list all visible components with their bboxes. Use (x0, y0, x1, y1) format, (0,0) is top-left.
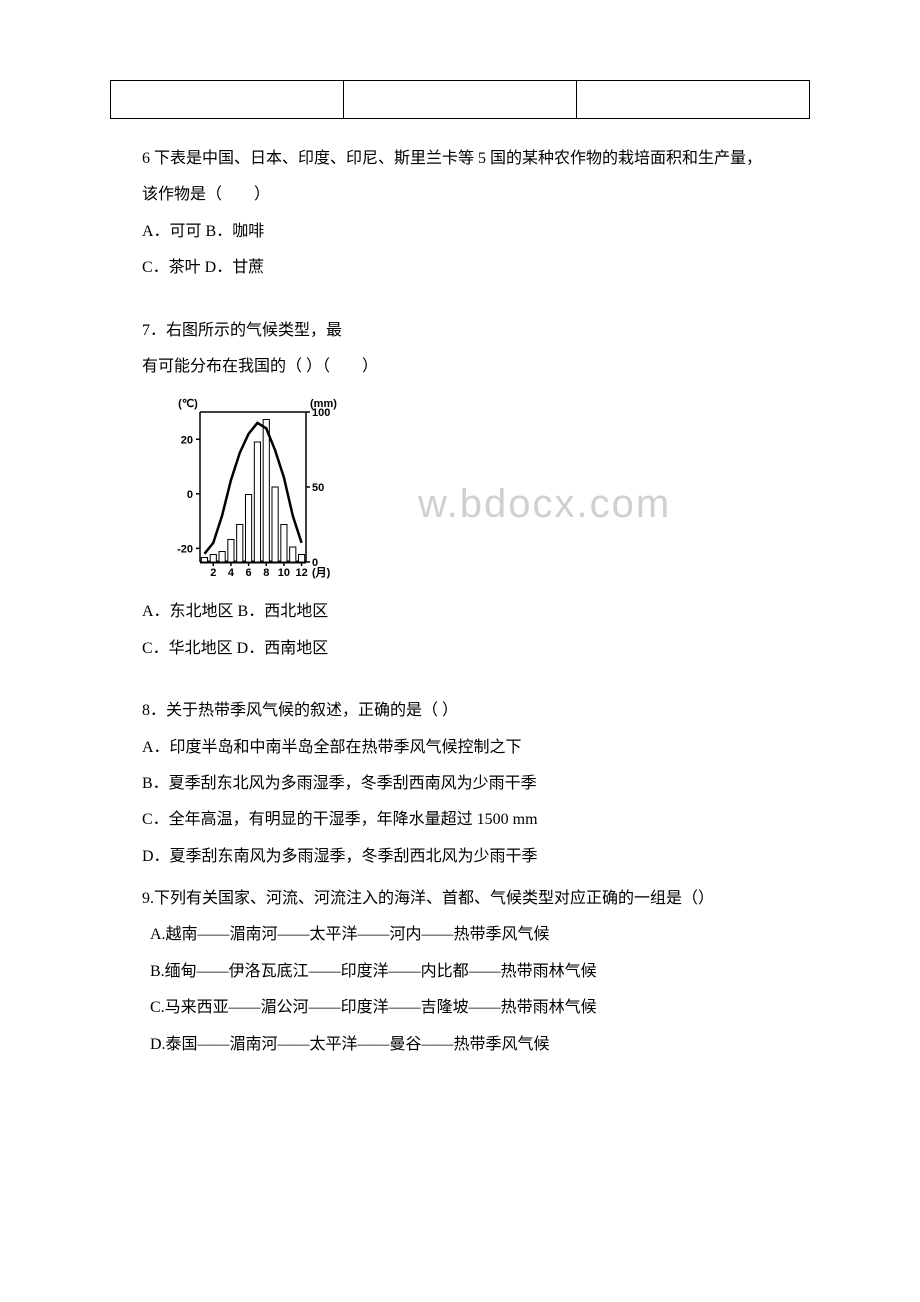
question-8: 8．关于热带季风气候的叙述，正确的是（ ） A．印度半岛和中南半岛全部在热带季风… (110, 696, 810, 872)
q9-a: A.越南——湄南河——太平洋——河内——热带季风气候 (110, 920, 810, 950)
svg-text:0: 0 (187, 489, 193, 501)
q8-b: B．夏季刮东北风为多雨湿季，冬季刮西南风为少雨干季 (110, 769, 810, 799)
svg-text:(mm): (mm) (310, 398, 337, 410)
question-9: 9.下列有关国家、河流、河流注入的海洋、首都、气候类型对应正确的一组是（） A.… (110, 884, 810, 1060)
q8-a: A．印度半岛和中南半岛全部在热带季风气候控制之下 (110, 733, 810, 763)
data-table (110, 80, 810, 119)
climate-chart: -20020050100(℃)(mm))24681012(月) w.bdocx.… (158, 392, 810, 587)
q7-option-ab: A．东北地区 B．西北地区 (110, 597, 810, 627)
q6-sub: 该作物是（ ） (110, 180, 810, 210)
svg-text:50: 50 (312, 482, 324, 494)
q6-intro: 6 下表是中国、日本、印度、印尼、斯里兰卡等 5 国的某种农作物的栽培面积和生产… (110, 144, 810, 174)
spacer (110, 676, 810, 696)
table-cell (111, 81, 344, 119)
svg-text:12: 12 (295, 567, 307, 579)
watermark-text: w.bdocx.com (418, 482, 671, 527)
q9-d: D.泰国——湄南河——太平洋——曼谷——热带季风气候 (110, 1030, 810, 1060)
svg-text:20: 20 (181, 435, 193, 447)
table-row (111, 81, 810, 119)
q9-stem: 9.下列有关国家、河流、河流注入的海洋、首都、气候类型对应正确的一组是（） (110, 884, 810, 914)
q7-line2: 有可能分布在我国的（ ）（ ） (110, 352, 810, 382)
svg-text:2: 2 (210, 567, 216, 579)
q6-option-cd: C．茶叶 D．甘蔗 (110, 253, 810, 283)
q8-c: C．全年高温，有明显的干湿季，年降水量超过 1500 mm (110, 805, 810, 835)
q8-d: D．夏季刮东南风为多雨湿季，冬季刮西北风为少雨干季 (110, 842, 810, 872)
question-7: 7．右图所示的气候类型，最 有可能分布在我国的（ ）（ ） -200200501… (110, 316, 810, 665)
svg-text:6: 6 (246, 567, 252, 579)
svg-text:10: 10 (278, 567, 290, 579)
table-cell (577, 81, 810, 119)
svg-text:(℃): (℃) (178, 398, 198, 410)
table-cell (344, 81, 577, 119)
q9-b: B.缅甸——伊洛瓦底江——印度洋——内比都——热带雨林气候 (110, 957, 810, 987)
spacer (110, 296, 810, 316)
climate-chart-svg: -20020050100(℃)(mm))24681012(月) (158, 392, 338, 587)
q6-option-ab: A．可可 B．咖啡 (110, 217, 810, 247)
q8-stem: 8．关于热带季风气候的叙述，正确的是（ ） (110, 696, 810, 726)
svg-text:-20: -20 (177, 544, 193, 556)
svg-text:4: 4 (228, 567, 235, 579)
q9-c: C.马来西亚——湄公河——印度洋——吉隆坡——热带雨林气候 (110, 993, 810, 1023)
question-6: 6 下表是中国、日本、印度、印尼、斯里兰卡等 5 国的某种农作物的栽培面积和生产… (110, 144, 810, 284)
q7-line1: 7．右图所示的气候类型，最 (110, 316, 810, 346)
svg-text:8: 8 (263, 567, 269, 579)
q7-option-cd: C．华北地区 D．西南地区 (110, 634, 810, 664)
svg-text:(月): (月) (312, 566, 331, 579)
